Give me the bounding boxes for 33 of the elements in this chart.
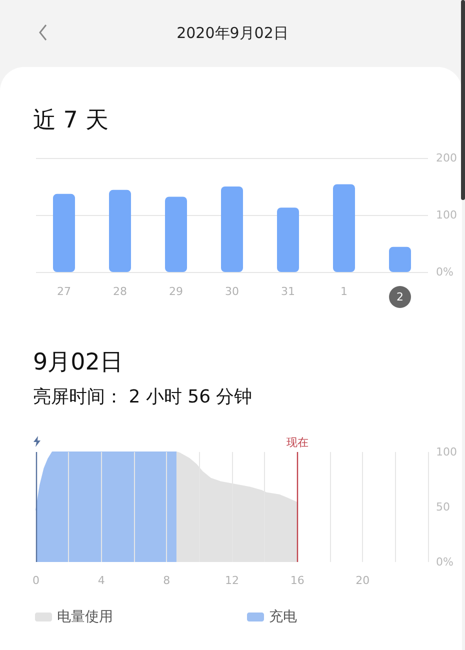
bar [53, 194, 75, 272]
x-tick-label: 4 [98, 574, 105, 587]
bar [165, 196, 187, 272]
x-tick-label: 27 [57, 285, 71, 298]
x-tick-label: 2 [396, 290, 404, 304]
bar [389, 246, 411, 272]
y-tick-label: 0% [436, 266, 454, 278]
x-tick-label: 12 [225, 574, 239, 587]
text: 2020年9月02日 [176, 24, 288, 42]
bar [221, 186, 243, 272]
x-tick-label: 30 [225, 285, 239, 298]
x-tick-label: 16 [290, 574, 304, 587]
chart-subtitle: 亮屏时间： 2 小时 56 分钟 [33, 386, 252, 408]
legend-label: 充电 [269, 609, 297, 625]
bar [277, 208, 299, 272]
x-tick-label: 0 [32, 574, 40, 587]
x-tick-label: 28 [113, 285, 127, 298]
x-tick-label: 20 [356, 574, 370, 587]
ref-line-label: 现在 [286, 436, 308, 449]
x-tick-label: 31 [281, 285, 295, 298]
bar [333, 184, 355, 272]
y-tick-label: 0% [436, 556, 454, 568]
bar [109, 190, 131, 272]
x-tick-label: 1 [340, 285, 348, 298]
chart-title: 近 7 天 [33, 108, 108, 134]
y-tick-label: 100 [436, 446, 457, 458]
legend-label: 电量使用 [57, 609, 113, 625]
x-tick-label: 29 [169, 285, 183, 298]
y-tick-label: 50 [436, 500, 450, 514]
y-tick-label: 200 [436, 152, 457, 164]
x-tick-label: 8 [163, 574, 170, 587]
y-tick-label: 100 [436, 208, 457, 222]
chart-title: 9月02日 [33, 350, 123, 376]
